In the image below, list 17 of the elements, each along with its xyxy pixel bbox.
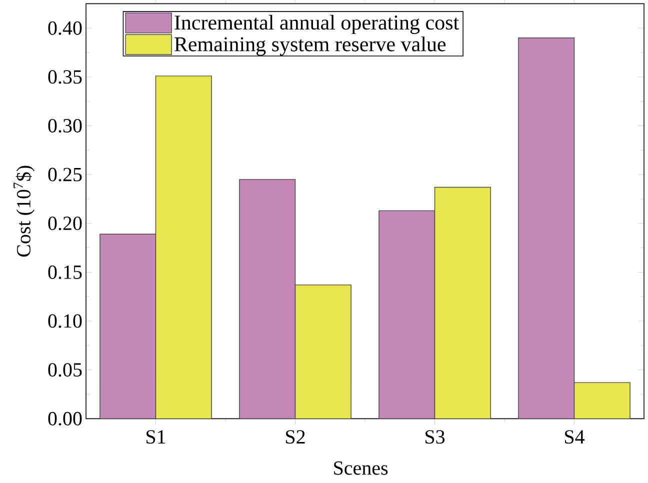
y-axis-title: Cost (10$^{7}$$) xyxy=(14,166,35,257)
legend-label: Remaining system reserve value xyxy=(174,36,446,56)
x-axis-title: Scenes xyxy=(334,461,388,475)
y-tick-label: 0.05 xyxy=(48,363,82,377)
legend-label: Incremental annual operating cost xyxy=(174,14,459,34)
y-tick-label: 0.25 xyxy=(48,168,82,182)
x-tick-label: S4 xyxy=(565,430,584,444)
y-tick-label: 0.20 xyxy=(48,216,82,230)
y-tick-label: 0.30 xyxy=(48,118,82,133)
x-tick-label: S2 xyxy=(286,430,305,444)
x-tick-label: S1 xyxy=(146,430,166,444)
y-tick-label: 0.15 xyxy=(48,265,82,280)
y-tick-label: 0.00 xyxy=(48,412,82,426)
y-tick-label: 0.40 xyxy=(48,21,82,35)
y-tick-label: 0.35 xyxy=(48,70,82,84)
y-tick-label: 0.10 xyxy=(48,314,82,328)
x-tick-label: S3 xyxy=(426,430,445,444)
